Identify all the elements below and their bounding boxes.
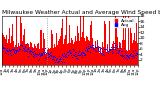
Legend: Actual, Avg: Actual, Avg (114, 18, 135, 28)
Text: Milwaukee Weather Actual and Average Wind Speed by Minute mph (Last 24 Hours): Milwaukee Weather Actual and Average Win… (2, 10, 160, 15)
